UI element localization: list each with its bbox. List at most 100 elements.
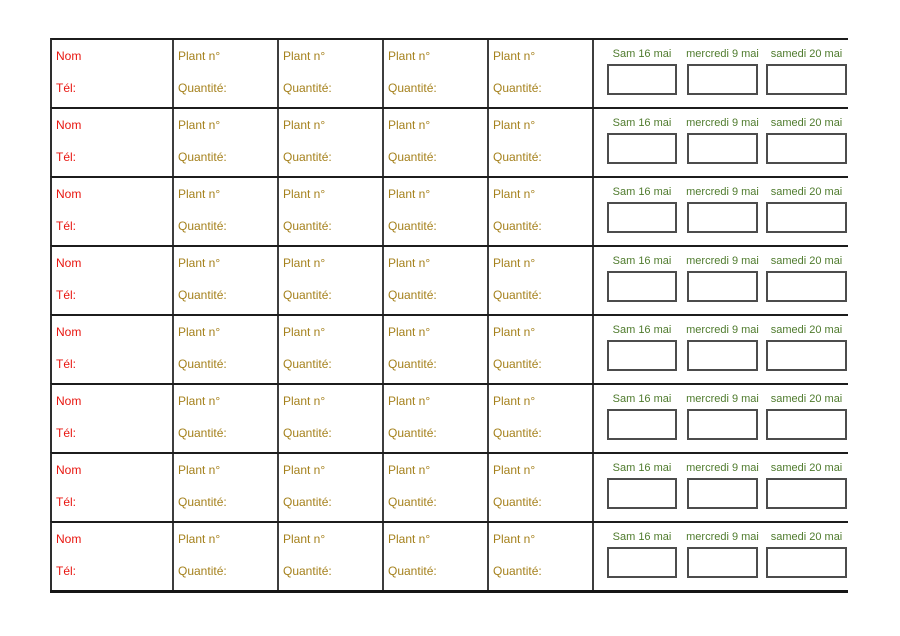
date-quantity-box[interactable] bbox=[766, 340, 847, 371]
quantity-label: Quantité: bbox=[178, 426, 227, 440]
date-column-mercredi-9-mai: mercredi 9 mai bbox=[686, 463, 759, 521]
date-quantity-box[interactable] bbox=[766, 409, 847, 440]
plant-cell-2[interactable]: Plant n° Quantité: bbox=[277, 523, 382, 590]
plant-cell-1[interactable]: Plant n° Quantité: bbox=[172, 40, 277, 107]
date-quantity-box[interactable] bbox=[607, 478, 677, 509]
plant-cell-4[interactable]: Plant n° Quantité: bbox=[487, 523, 592, 590]
plant-cell-4[interactable]: Plant n° Quantité: bbox=[487, 247, 592, 314]
plant-cell-4[interactable]: Plant n° Quantité: bbox=[487, 109, 592, 176]
date-column-sam-16-mai: Sam 16 mai bbox=[607, 49, 677, 107]
name-label: Nom bbox=[56, 463, 82, 477]
date-header: samedi 20 mai bbox=[770, 186, 843, 198]
date-quantity-box[interactable] bbox=[766, 133, 847, 164]
plant-cell-4[interactable]: Plant n° Quantité: bbox=[487, 40, 592, 107]
plant-cell-3[interactable]: Plant n° Quantité: bbox=[382, 40, 487, 107]
date-quantity-box[interactable] bbox=[766, 64, 847, 95]
date-quantity-box[interactable] bbox=[687, 271, 758, 302]
date-column-sam-16-mai: Sam 16 mai bbox=[607, 256, 677, 314]
date-quantity-box[interactable] bbox=[766, 478, 847, 509]
plant-cell-2[interactable]: Plant n° Quantité: bbox=[277, 178, 382, 245]
plant-cell-2[interactable]: Plant n° Quantité: bbox=[277, 385, 382, 452]
plant-cell-4[interactable]: Plant n° Quantité: bbox=[487, 385, 592, 452]
quantity-label: Quantité: bbox=[283, 426, 332, 440]
customer-cell[interactable]: Nom Tél: bbox=[52, 247, 172, 314]
quantity-label: Quantité: bbox=[283, 219, 332, 233]
date-column-samedi-20-mai: samedi 20 mai bbox=[766, 394, 847, 452]
plant-cell-4[interactable]: Plant n° Quantité: bbox=[487, 454, 592, 521]
date-quantity-box[interactable] bbox=[687, 340, 758, 371]
date-header: Sam 16 mai bbox=[612, 462, 672, 474]
phone-label: Tél: bbox=[56, 81, 77, 95]
plant-number-label: Plant n° bbox=[178, 463, 221, 477]
plant-number-label: Plant n° bbox=[493, 187, 536, 201]
plant-number-label: Plant n° bbox=[388, 49, 431, 63]
phone-label: Tél: bbox=[56, 150, 77, 164]
quantity-label: Quantité: bbox=[493, 357, 542, 371]
plant-cell-3[interactable]: Plant n° Quantité: bbox=[382, 385, 487, 452]
plant-cell-3[interactable]: Plant n° Quantité: bbox=[382, 109, 487, 176]
plant-cell-2[interactable]: Plant n° Quantité: bbox=[277, 316, 382, 383]
customer-cell[interactable]: Nom Tél: bbox=[52, 109, 172, 176]
plant-cell-2[interactable]: Plant n° Quantité: bbox=[277, 109, 382, 176]
customer-cell[interactable]: Nom Tél: bbox=[52, 385, 172, 452]
date-quantity-box[interactable] bbox=[607, 409, 677, 440]
date-quantity-box[interactable] bbox=[687, 202, 758, 233]
date-header: mercredi 9 mai bbox=[686, 48, 759, 60]
pickup-dates-cell: Sam 16 mai mercredi 9 mai samedi 20 mai bbox=[592, 454, 848, 521]
plant-cell-4[interactable]: Plant n° Quantité: bbox=[487, 178, 592, 245]
date-quantity-box[interactable] bbox=[687, 409, 758, 440]
plant-cell-2[interactable]: Plant n° Quantité: bbox=[277, 40, 382, 107]
phone-label: Tél: bbox=[56, 495, 77, 509]
customer-cell[interactable]: Nom Tél: bbox=[52, 454, 172, 521]
quantity-label: Quantité: bbox=[178, 495, 227, 509]
date-quantity-box[interactable] bbox=[766, 271, 847, 302]
plant-cell-1[interactable]: Plant n° Quantité: bbox=[172, 109, 277, 176]
customer-cell[interactable]: Nom Tél: bbox=[52, 178, 172, 245]
plant-number-label: Plant n° bbox=[178, 532, 221, 546]
date-quantity-box[interactable] bbox=[607, 64, 677, 95]
plant-cell-2[interactable]: Plant n° Quantité: bbox=[277, 454, 382, 521]
plant-number-label: Plant n° bbox=[493, 394, 536, 408]
plant-number-label: Plant n° bbox=[493, 463, 536, 477]
plant-cell-1[interactable]: Plant n° Quantité: bbox=[172, 178, 277, 245]
date-quantity-box[interactable] bbox=[607, 271, 677, 302]
date-quantity-box[interactable] bbox=[687, 547, 758, 578]
plant-number-label: Plant n° bbox=[493, 49, 536, 63]
plant-number-label: Plant n° bbox=[388, 532, 431, 546]
plant-cell-2[interactable]: Plant n° Quantité: bbox=[277, 247, 382, 314]
date-quantity-box[interactable] bbox=[766, 547, 847, 578]
date-column-mercredi-9-mai: mercredi 9 mai bbox=[686, 48, 759, 107]
quantity-label: Quantité: bbox=[283, 150, 332, 164]
plant-cell-1[interactable]: Plant n° Quantité: bbox=[172, 454, 277, 521]
date-quantity-box[interactable] bbox=[607, 202, 677, 233]
date-quantity-box[interactable] bbox=[607, 340, 677, 371]
customer-cell[interactable]: Nom Tél: bbox=[52, 316, 172, 383]
plant-cell-3[interactable]: Plant n° Quantité: bbox=[382, 454, 487, 521]
plant-cell-1[interactable]: Plant n° Quantité: bbox=[172, 523, 277, 590]
plant-cell-3[interactable]: Plant n° Quantité: bbox=[382, 523, 487, 590]
date-column-sam-16-mai: Sam 16 mai bbox=[607, 118, 677, 176]
plant-cell-1[interactable]: Plant n° Quantité: bbox=[172, 247, 277, 314]
date-quantity-box[interactable] bbox=[687, 133, 758, 164]
plant-cell-1[interactable]: Plant n° Quantité: bbox=[172, 385, 277, 452]
plant-cell-3[interactable]: Plant n° Quantité: bbox=[382, 247, 487, 314]
customer-cell[interactable]: Nom Tél: bbox=[52, 40, 172, 107]
date-quantity-box[interactable] bbox=[766, 202, 847, 233]
plant-cell-4[interactable]: Plant n° Quantité: bbox=[487, 316, 592, 383]
plant-cell-1[interactable]: Plant n° Quantité: bbox=[172, 316, 277, 383]
plant-number-label: Plant n° bbox=[388, 256, 431, 270]
plant-cell-3[interactable]: Plant n° Quantité: bbox=[382, 178, 487, 245]
plant-cell-3[interactable]: Plant n° Quantité: bbox=[382, 316, 487, 383]
plant-number-label: Plant n° bbox=[178, 256, 221, 270]
date-column-mercredi-9-mai: mercredi 9 mai bbox=[686, 256, 759, 314]
date-column-mercredi-9-mai: mercredi 9 mai bbox=[686, 118, 759, 176]
plant-number-label: Plant n° bbox=[388, 118, 431, 132]
customer-cell[interactable]: Nom Tél: bbox=[52, 523, 172, 590]
date-quantity-box[interactable] bbox=[687, 478, 758, 509]
date-quantity-box[interactable] bbox=[687, 64, 758, 95]
plant-number-label: Plant n° bbox=[283, 187, 326, 201]
phone-label: Tél: bbox=[56, 219, 77, 233]
date-quantity-box[interactable] bbox=[607, 547, 677, 578]
date-quantity-box[interactable] bbox=[607, 133, 677, 164]
date-header: Sam 16 mai bbox=[612, 531, 672, 543]
